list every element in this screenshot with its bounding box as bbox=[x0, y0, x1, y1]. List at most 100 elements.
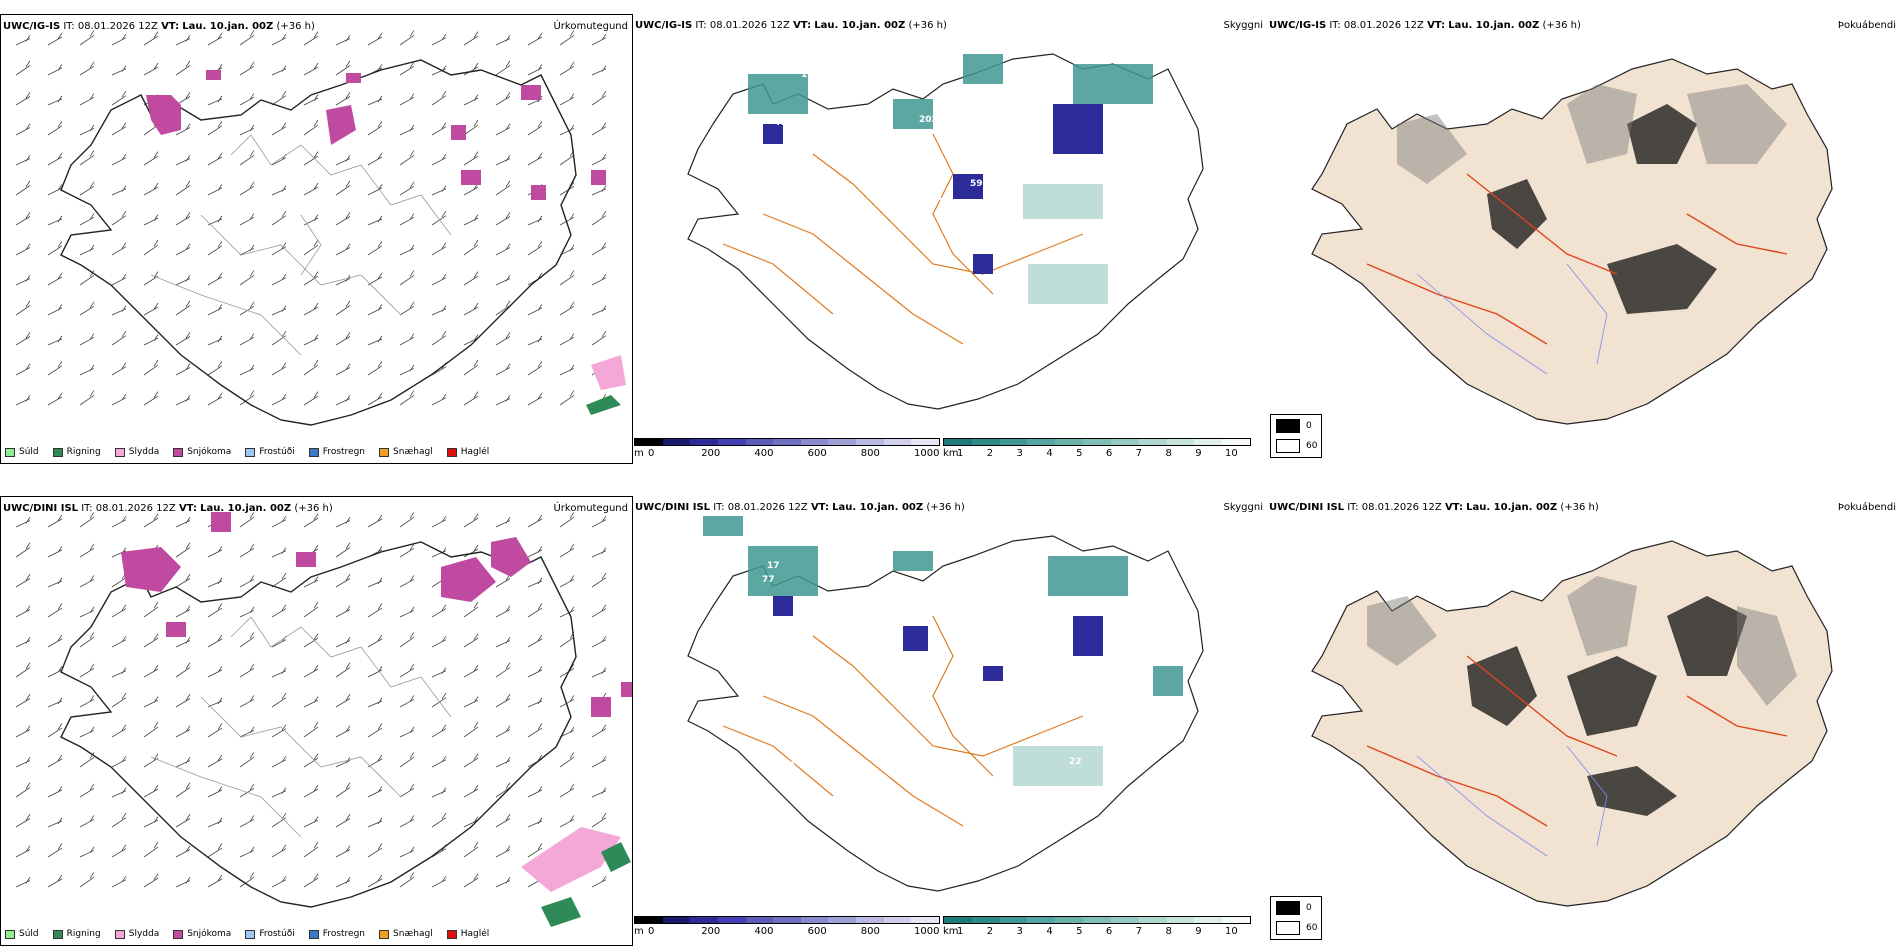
fog-legend-item: 60 bbox=[1276, 921, 1317, 935]
wind-barb bbox=[79, 181, 95, 196]
legend-label: Frostregn bbox=[322, 447, 366, 457]
legend-item: Snjókoma bbox=[173, 447, 231, 457]
wind-barb bbox=[47, 335, 63, 346]
wind-barb bbox=[239, 244, 255, 256]
wind-barb bbox=[335, 782, 351, 798]
wind-barb bbox=[399, 815, 415, 828]
wind-barb bbox=[559, 783, 575, 798]
legend-item: Frostúði bbox=[245, 929, 295, 939]
ceiling-value-label: 104 bbox=[1144, 104, 1163, 114]
wind-barb bbox=[79, 270, 95, 286]
wind-barb bbox=[335, 845, 351, 858]
wind-barb bbox=[367, 304, 383, 316]
wind-barb bbox=[527, 272, 543, 286]
wind-barb bbox=[79, 752, 95, 768]
wind-barb bbox=[463, 271, 479, 286]
wind-barbs bbox=[15, 30, 607, 406]
wind-barb bbox=[271, 604, 287, 618]
wind-barb bbox=[303, 151, 319, 166]
wind-barb bbox=[207, 32, 223, 46]
wind-barb bbox=[143, 151, 159, 166]
low-visibility-areas bbox=[703, 516, 1183, 696]
wind-barb bbox=[303, 62, 319, 76]
wind-barb bbox=[367, 241, 383, 256]
wind-barb bbox=[239, 150, 255, 166]
wind-barb bbox=[271, 273, 287, 286]
wind-barb bbox=[47, 603, 63, 618]
wind-barb bbox=[143, 334, 159, 346]
precip-type-map bbox=[15, 512, 632, 927]
wind-barb bbox=[527, 121, 543, 136]
wind-barb bbox=[271, 90, 287, 106]
wind-barb bbox=[47, 697, 63, 708]
wind-barb bbox=[271, 667, 287, 678]
wind-barb bbox=[367, 121, 383, 136]
wind-barb bbox=[591, 330, 607, 346]
ceiling-value-label: 648 bbox=[869, 613, 888, 623]
wind-barb bbox=[495, 877, 511, 888]
wind-barb bbox=[143, 182, 159, 196]
legend-swatch bbox=[5, 447, 15, 457]
colorbar-unit: m bbox=[634, 448, 644, 459]
wind-barb bbox=[335, 275, 351, 286]
wind-barb bbox=[495, 123, 511, 136]
iceland-coastline bbox=[687, 53, 1204, 410]
ceiling-value-labels: 86 476 9 149 131 104 100 120 127 59 104 116 368 104 73… bbox=[758, 70, 1163, 313]
wind-barb bbox=[79, 150, 95, 166]
wind-barb bbox=[495, 694, 511, 708]
colorbar-tick-label: 5 bbox=[1076, 448, 1083, 459]
wind-barb bbox=[399, 390, 415, 406]
wind-barb bbox=[559, 632, 575, 648]
colorbar-tick-label: 10 bbox=[1225, 448, 1238, 459]
wind-barb bbox=[591, 153, 607, 166]
wind-barb bbox=[15, 694, 31, 708]
wind-barb bbox=[303, 784, 319, 798]
wind-barb bbox=[335, 637, 351, 648]
precip-type-map bbox=[15, 30, 626, 426]
wind-barb bbox=[239, 93, 255, 106]
wind-barb bbox=[271, 210, 287, 226]
wind-barb bbox=[399, 333, 415, 346]
colorbar-tick-label: 6 bbox=[1105, 448, 1113, 459]
wind-barb bbox=[367, 272, 383, 286]
legend-label: Slydda bbox=[128, 929, 160, 939]
wind-barb bbox=[175, 275, 191, 286]
ceiling-value-labels: 988 524 248 101 348 22 209 396 648 385 77 120 17 bbox=[762, 552, 1133, 793]
wind-barb bbox=[367, 152, 383, 166]
wind-barb bbox=[47, 754, 63, 768]
wind-barb bbox=[431, 515, 447, 528]
ceiling-value-label: 22 bbox=[1069, 757, 1082, 767]
wind-barb bbox=[143, 753, 159, 768]
wind-barb bbox=[591, 305, 607, 316]
legend-swatch bbox=[379, 447, 390, 457]
wind-barb bbox=[207, 335, 223, 346]
wind-barb bbox=[15, 212, 31, 226]
ceiling-colorbar: m 0 200 400 600 800 1000 bbox=[634, 438, 940, 464]
colorbar-tick-label: 3 bbox=[1016, 926, 1023, 937]
legend-swatch bbox=[446, 929, 457, 939]
wind-barb bbox=[47, 666, 63, 678]
precip-type-panel-row1: UWC/IG-IS IT: 08.01.2026 12Z VT: Lau. 10… bbox=[0, 14, 633, 464]
wind-barb bbox=[79, 632, 95, 648]
wind-barb bbox=[399, 61, 415, 76]
wind-barb bbox=[591, 787, 607, 798]
wind-barb bbox=[559, 30, 575, 46]
wind-barb bbox=[431, 210, 447, 226]
wind-barb bbox=[495, 180, 511, 196]
colorbar-tick-label: 1 bbox=[957, 448, 964, 459]
wind-barb bbox=[399, 124, 415, 136]
colorbar-tick-label: 6 bbox=[1105, 926, 1113, 937]
wind-barb bbox=[431, 724, 447, 738]
wind-barb bbox=[527, 32, 543, 46]
wind-barb bbox=[527, 215, 543, 226]
wind-barb bbox=[399, 575, 415, 588]
wind-barb bbox=[559, 606, 575, 618]
wind-barb bbox=[111, 185, 127, 196]
wind-barb bbox=[591, 812, 607, 828]
panel-header: UWC/IG-IS IT: 08.01.2026 12Z VT: Lau. 10… bbox=[3, 21, 315, 32]
legend-swatch bbox=[52, 929, 63, 939]
wind-barb bbox=[239, 181, 255, 196]
wind-barb bbox=[111, 210, 127, 226]
wind-barb bbox=[175, 877, 191, 888]
wind-barb bbox=[175, 782, 191, 798]
